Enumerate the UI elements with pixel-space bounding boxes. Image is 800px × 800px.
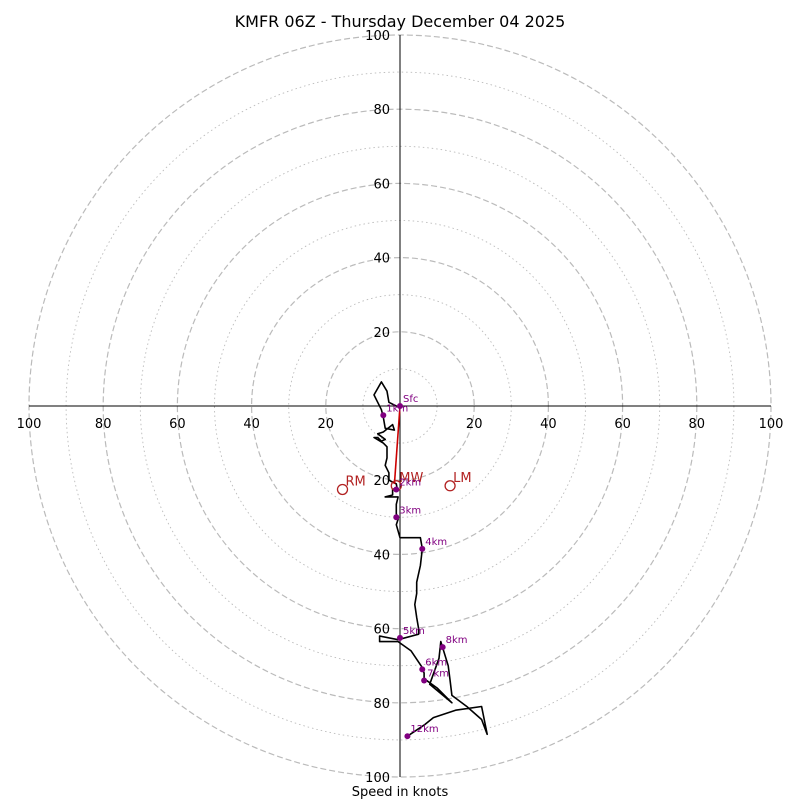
x-axis-label: Speed in knots [352, 785, 449, 800]
y-tick-label: 100 [365, 29, 390, 44]
height-marker-label: 1km [386, 403, 408, 414]
height-marker-label: 6km [425, 657, 447, 668]
y-tick-label: 40 [373, 548, 390, 563]
height-marker-label: 3km [399, 505, 421, 516]
storm-motion-label-rm: RM [345, 474, 365, 489]
storm-motion-label-lm: LM [453, 471, 471, 486]
height-marker-label: 2km [399, 477, 421, 488]
height-marker [380, 412, 387, 419]
y-tick-label: 60 [373, 623, 390, 638]
height-marker [393, 514, 400, 521]
storm-motion-layer: RM MW LM [336, 471, 472, 496]
x-tick-label: 20 [318, 417, 335, 432]
storm-motion-marker-lm [444, 480, 456, 492]
height-marker-label: 7km [427, 669, 449, 680]
hodograph-trace-layer [373, 381, 489, 737]
y-tick-label: 100 [365, 771, 390, 786]
storm-motion-label-mw: MW [399, 471, 423, 486]
y-tick-label: 80 [373, 697, 390, 712]
height-marker-label: Sfc [403, 394, 418, 405]
x-tick-label: 60 [614, 417, 631, 432]
height-marker [397, 403, 403, 409]
x-tick-label: 40 [540, 417, 557, 432]
x-tick-label: 80 [95, 417, 112, 432]
y-tick-label: 40 [373, 252, 390, 267]
height-marker-label: 4km [425, 537, 447, 548]
height-marker [393, 486, 400, 493]
hodograph-trace [373, 381, 489, 737]
shear-vector [393, 405, 401, 484]
height-marker [419, 545, 426, 552]
height-marker [404, 733, 411, 740]
height-marker-label: 5km [403, 626, 425, 637]
x-tick-label: 100 [759, 417, 784, 432]
y-tick-label: 80 [373, 103, 390, 118]
y-tick-label: 20 [373, 326, 390, 341]
height-marker-label: 12km [410, 724, 438, 735]
tick-labels: 100 80 60 40 20 20 40 60 80 100 100 80 60 40 20 20 40 60 8… [17, 29, 784, 786]
height-marker [439, 644, 446, 651]
y-tick-label: 60 [373, 177, 390, 192]
x-tick-label: 20 [466, 417, 483, 432]
storm-motion-marker-rm [336, 483, 349, 496]
x-tick-label: 80 [689, 417, 706, 432]
x-tick-label: 100 [17, 417, 42, 432]
y-tick-label: 20 [373, 474, 390, 489]
height-marker [419, 666, 426, 673]
x-tick-label: 60 [169, 417, 186, 432]
height-marker-label: 8km [446, 635, 468, 646]
chart-title: KMFR 06Z - Thursday December 04 2025 [235, 12, 566, 31]
height-marker [397, 634, 403, 641]
x-tick-label: 40 [243, 417, 260, 432]
height-marker [421, 677, 428, 684]
